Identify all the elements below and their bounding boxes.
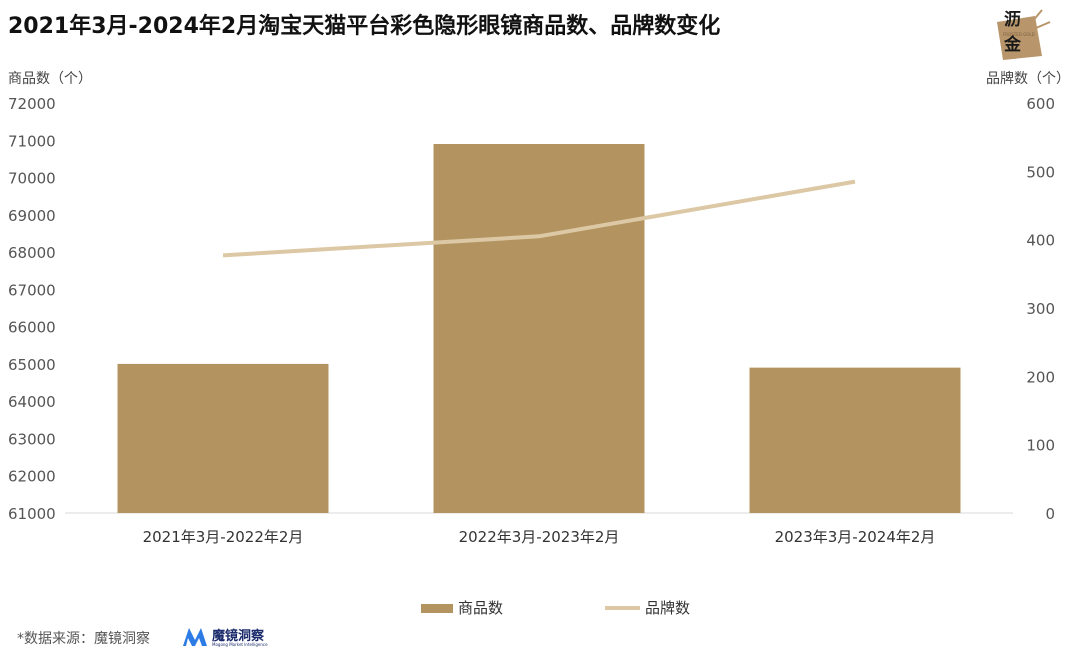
left-tick-label: 67000: [8, 281, 56, 299]
brand-count-line: [222, 179, 856, 258]
right-tick-label: 500: [1026, 163, 1055, 181]
left-tick-label: 71000: [8, 132, 56, 150]
right-tick-label: 200: [1026, 368, 1055, 386]
brand-tagline: Mogong Market Intelligence: [212, 642, 268, 647]
chart-title: 2021年3月-2024年2月淘宝天猫平台彩色隐形眼镜商品数、品牌数变化: [8, 13, 720, 39]
right-axis: 0 100 200 300 400 500 600: [1026, 95, 1055, 523]
legend-bar-label: 商品数: [458, 599, 503, 617]
left-tick-label: 65000: [8, 356, 56, 374]
logo-ray: [1035, 21, 1051, 29]
right-tick-label: 100: [1026, 437, 1055, 455]
x-tick-label: 2021年3月-2022年2月: [143, 528, 304, 546]
brand-name: 魔镜洞察: [212, 628, 265, 644]
right-axis-title: 品牌数（个）: [986, 70, 1070, 87]
logo-tagline: FROSTED GOLD: [1003, 32, 1035, 37]
brand-logo: 魔镜洞察 Mogong Market Intelligence: [183, 628, 268, 647]
logo-ray: [1031, 9, 1043, 23]
bar: [117, 363, 329, 513]
bar-series: [117, 144, 961, 513]
logo: 沥 金 FROSTED GOLD: [997, 9, 1051, 60]
left-tick-label: 63000: [8, 430, 56, 448]
left-tick-label: 62000: [8, 468, 56, 486]
line-series: [222, 179, 856, 258]
left-axis: 61000 62000 63000 64000 65000 66000 67000 68000…: [8, 95, 56, 523]
x-axis: 2021年3月-2022年2月 2022年3月-2023年2月 2023年3月-20…: [143, 528, 936, 546]
right-tick-label: 600: [1026, 95, 1055, 113]
bar: [433, 144, 645, 513]
brand-m-icon: [183, 628, 207, 646]
left-axis-title: 商品数（个）: [8, 71, 92, 87]
left-tick-label: 61000: [8, 505, 56, 523]
right-tick-label: 0: [1045, 505, 1055, 523]
left-tick-label: 64000: [8, 393, 56, 411]
legend-bar-swatch: [421, 604, 453, 613]
source-label: *数据来源：魔镜洞察: [17, 630, 150, 647]
legend: 商品数 品牌数: [421, 599, 690, 617]
logo-char-bottom: 金: [1003, 34, 1022, 55]
logo-char-top: 沥: [1004, 10, 1021, 30]
bar: [749, 367, 961, 513]
right-tick-label: 400: [1026, 232, 1055, 250]
left-tick-label: 66000: [8, 319, 56, 337]
left-tick-label: 68000: [8, 244, 56, 262]
x-tick-label: 2023年3月-2024年2月: [775, 528, 936, 546]
left-tick-label: 72000: [8, 95, 56, 113]
x-tick-label: 2022年3月-2023年2月: [459, 528, 620, 546]
left-tick-label: 69000: [8, 207, 56, 225]
logo-badge: [997, 16, 1042, 60]
left-tick-label: 70000: [8, 170, 56, 188]
legend-line-label: 品牌数: [645, 599, 690, 617]
right-tick-label: 300: [1026, 300, 1055, 318]
